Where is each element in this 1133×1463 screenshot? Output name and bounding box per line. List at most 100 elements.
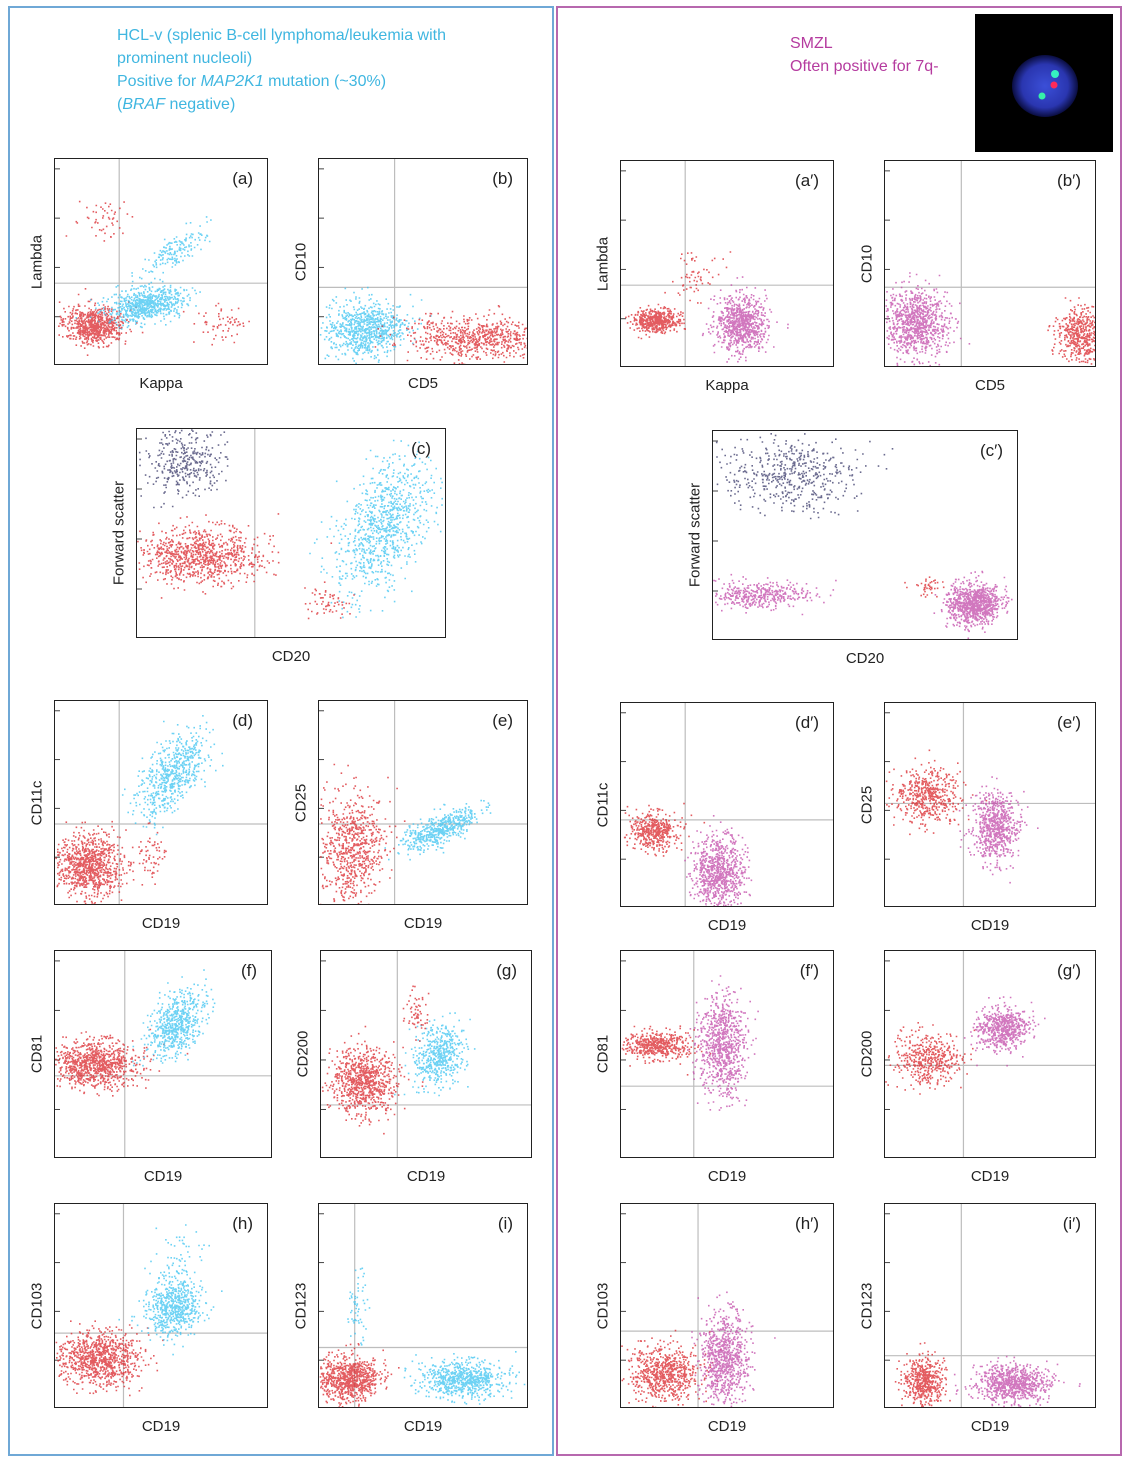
- plot-e-prime-x-axis-label: CD19: [970, 917, 1010, 934]
- plot-h-prime: (h′): [620, 1203, 834, 1408]
- plot-h-scatter: [55, 1204, 267, 1407]
- plot-g-prime-population-2: [963, 996, 1046, 1067]
- plot-g: (g): [320, 950, 532, 1158]
- plot-a-prime-ticks: [621, 170, 626, 320]
- plot-c-population-2: [138, 429, 229, 509]
- plot-b-prime-tag: (b′): [1057, 171, 1081, 190]
- plot-i-population-1: [319, 1343, 400, 1407]
- plot-d-y-axis-label: CD11c: [28, 780, 46, 825]
- plot-e-prime-population-1: [885, 749, 988, 836]
- mutation-prefix: Positive for: [117, 73, 201, 90]
- plot-d-prime-ticks: [621, 712, 626, 860]
- plot-c-prime-population-3: [933, 570, 1013, 639]
- plot-g-population-2: [394, 1012, 476, 1097]
- plot-f-prime-x-axis-label: CD19: [707, 1168, 747, 1185]
- plot-d-prime-x-axis-label: CD19: [707, 917, 747, 934]
- plot-e-tag: (e): [492, 711, 513, 730]
- plot-e-prime-scatter: [885, 703, 1095, 906]
- plot-i-prime-y-axis-label: CD123: [858, 1282, 876, 1329]
- plot-d-population-2: [121, 715, 224, 836]
- smzl-description: SMZL Often positive for 7q-: [790, 32, 939, 78]
- smzl-panel-frame: [556, 6, 1122, 1456]
- plot-g-prime-ticks: [885, 960, 890, 1110]
- plot-e-prime: (e′): [884, 702, 1096, 907]
- plot-g-population-1: [321, 1025, 424, 1135]
- plot-a-population-5: [182, 302, 250, 346]
- plot-b-population-2: [374, 305, 527, 364]
- plot-f-prime-y-axis-label: CD81: [594, 1034, 612, 1074]
- plot-a-prime-tag: (a′): [795, 171, 819, 190]
- plot-i-prime-ticks: [885, 1213, 890, 1361]
- plot-h-prime-scatter: [621, 1204, 833, 1407]
- plot-f-prime-ticks: [621, 960, 626, 1110]
- plot-f-tag: (f): [240, 961, 257, 980]
- plot-h-prime-y-axis-label: CD103: [594, 1282, 612, 1329]
- plot-a-tag: (a): [232, 169, 253, 188]
- plot-h-prime-population-2: [691, 1291, 776, 1407]
- plot-i-population-3: [347, 1267, 371, 1346]
- plot-b-y-axis-label: CD10: [292, 242, 310, 281]
- hcl-v-title-line-2: prominent nucleoli): [117, 50, 253, 67]
- plot-h-population-3: [150, 1224, 210, 1292]
- plot-e: (e): [318, 700, 528, 905]
- plot-i-ticks: [319, 1213, 324, 1361]
- plot-b-prime-x-axis-label: CD5: [974, 377, 1006, 394]
- plot-b-prime-y-axis-label: CD10: [858, 244, 876, 283]
- plot-f: (f): [54, 950, 272, 1158]
- plot-b: (b): [318, 158, 528, 365]
- plot-g-prime-tag: (g′): [1057, 961, 1081, 980]
- plot-g-x-axis-label: CD19: [406, 1168, 446, 1185]
- plot-a-prime-population-1: [625, 303, 686, 340]
- plot-f-ticks: [55, 960, 60, 1110]
- plot-f-x-axis-label: CD19: [143, 1168, 183, 1185]
- plot-e-ticks: [319, 710, 324, 858]
- plot-d-x-axis-label: CD19: [141, 915, 181, 932]
- plot-i-prime-x-axis-label: CD19: [970, 1418, 1010, 1435]
- braf-open: (: [117, 96, 123, 113]
- plot-a-prime-population-2: [701, 276, 789, 363]
- plot-a-population-4: [65, 200, 134, 242]
- plot-d-population-1: [55, 820, 144, 904]
- plot-i-x-axis-label: CD19: [403, 1418, 443, 1435]
- plot-a-prime-x-axis-label: Kappa: [705, 377, 749, 394]
- hcl-v-braf-line: (BRAF negative): [117, 93, 446, 116]
- smzl-title: SMZL: [790, 35, 833, 52]
- plot-g-population-3: [402, 985, 430, 1042]
- plot-d: (d): [54, 700, 268, 905]
- plot-g-ticks: [321, 960, 326, 1110]
- plot-d-prime-population-2: [684, 815, 753, 906]
- plot-b-scatter: [319, 159, 527, 364]
- plot-c-ticks: [137, 438, 142, 590]
- plot-d-population-3: [132, 822, 167, 885]
- plot-a-population-1: [58, 288, 144, 356]
- plot-c-prime-population-1: [715, 433, 894, 520]
- plot-c-scatter: [137, 429, 443, 637]
- plot-h-prime-x-axis-label: CD19: [707, 1418, 747, 1435]
- plot-f-prime-scatter: [621, 951, 833, 1157]
- plot-f-population-2: [132, 969, 216, 1067]
- fish-nucleus-icon: [975, 14, 1113, 152]
- plot-d-prime-tag: (d′): [795, 713, 819, 732]
- plot-c-tag: (c): [411, 439, 431, 458]
- hcl-v-panel-frame: [8, 6, 554, 1456]
- plot-b-x-axis-label: CD5: [407, 375, 439, 392]
- plot-a-x-axis-label: Kappa: [139, 375, 183, 392]
- map2k1-gene: MAP2K1: [200, 73, 264, 90]
- plot-h-ticks: [55, 1213, 60, 1361]
- plot-c-prime-tag: (c′): [979, 441, 1003, 460]
- plot-b-prime-population-2: [1047, 297, 1095, 365]
- plot-b-population-1: [319, 286, 432, 364]
- plot-c-prime-population-2: [713, 573, 837, 616]
- plot-h-prime-tag: (h′): [795, 1214, 819, 1233]
- plot-c-population-4: [304, 581, 355, 620]
- plot-b-tag: (b): [492, 169, 513, 188]
- plot-g-tag: (g): [496, 961, 517, 980]
- plot-c-prime: (c′): [712, 430, 1018, 640]
- plot-i-scatter: [319, 1204, 527, 1407]
- plot-a-y-axis-label: Lambda: [28, 234, 46, 289]
- plot-g-prime-x-axis-label: CD19: [970, 1168, 1010, 1185]
- plot-c-prime-y-axis-label: Forward scatter: [686, 482, 704, 588]
- plot-e-prime-y-axis-label: CD25: [858, 785, 876, 824]
- plot-d-tag: (d): [232, 711, 253, 730]
- plot-d-prime-scatter: [621, 703, 833, 906]
